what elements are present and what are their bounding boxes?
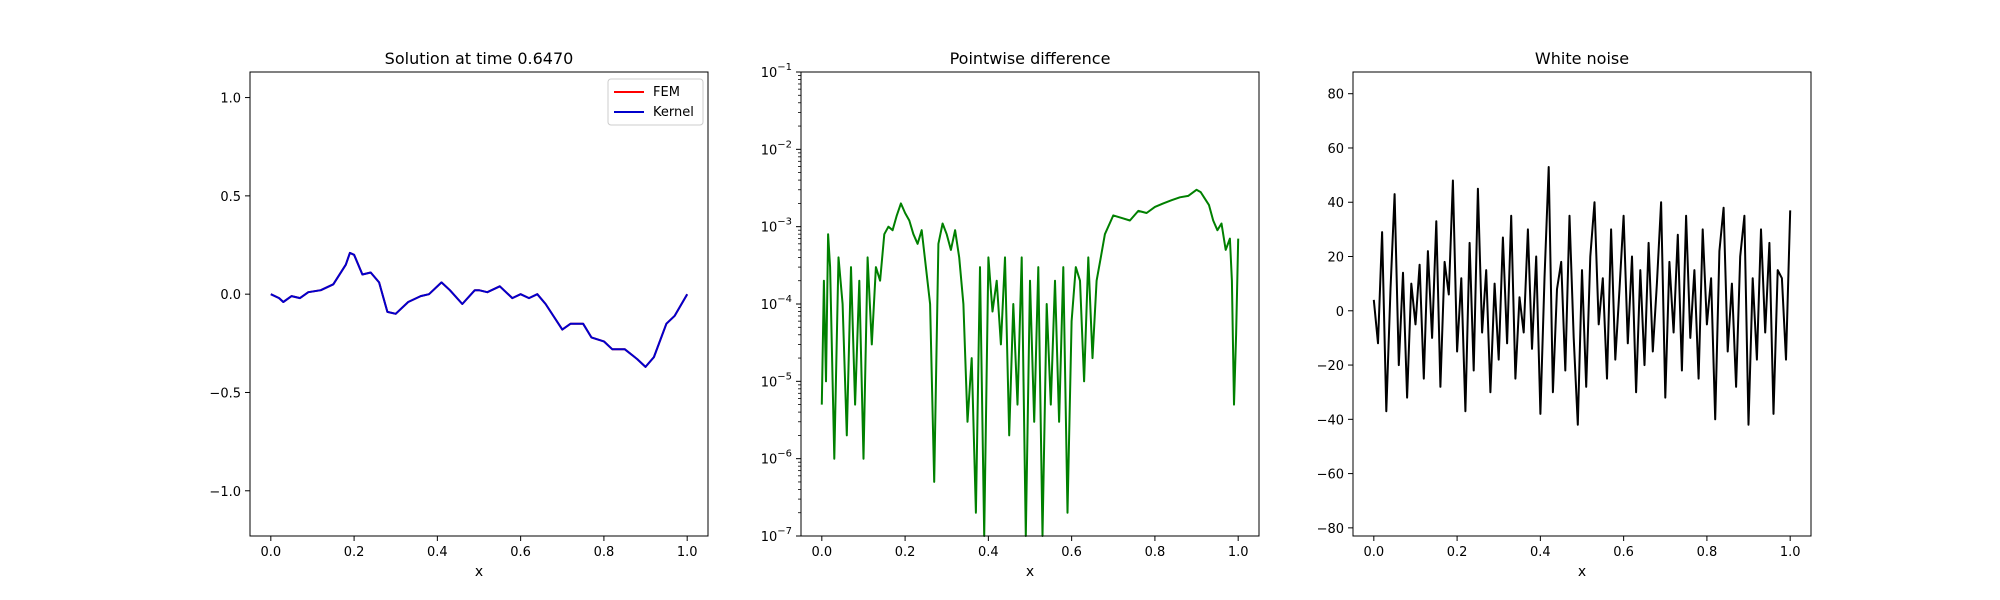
kernel-line [270,251,689,368]
legend-kernel-label: Kernel [653,105,694,120]
difference-ytick-label: 10−6 [761,449,792,468]
noise-ytick-label: −80 [1317,522,1344,537]
noise-axes-frame [1352,71,1812,537]
difference-xtick-label: 0.8 [1145,545,1166,560]
difference-xtick-label: 0.2 [895,545,916,560]
noise-ytick-label: 40 [1327,196,1344,211]
solution-ytick-label: 0.0 [220,288,241,303]
noise-xtick-label: 0.0 [1363,545,1384,560]
noise-ytick-label: 20 [1327,251,1344,266]
noise-line [1372,166,1792,426]
difference-xtick-label: 1.0 [1228,545,1249,560]
noise-ytick-label: 60 [1327,142,1344,157]
noise-xtick-label: 0.4 [1530,545,1551,560]
noise-panel: White noise 0.0 0.2 0.4 0.6 0.8 1.0 −80 −60 −40… [1317,49,1812,580]
difference-ytick-label: 10−3 [761,217,792,236]
noise-plot-area [1372,166,1792,426]
solution-xtick-label: 0.0 [260,545,281,560]
difference-ytick-label: 10−5 [761,371,792,390]
solution-xtick-label: 0.8 [594,545,615,560]
noise-xtick-label: 0.6 [1613,545,1634,560]
noise-ytick-label: −60 [1317,468,1344,483]
solution-axes-frame [249,71,709,537]
solution-xlabel: x [475,564,483,580]
difference-ytick-label: 10−1 [761,62,792,81]
solution-xtick-label: 0.2 [344,545,365,560]
solution-legend: FEM Kernel [607,78,704,126]
solution-xtick-label: 0.6 [510,545,531,560]
noise-xtick-label: 0.8 [1697,545,1718,560]
solution-ytick-label: 1.0 [220,92,241,107]
difference-y-ticks: 10−7 10−6 10−5 10−4 10−3 10−2 10−1 [761,62,801,545]
solution-xtick-label: 0.4 [427,545,448,560]
difference-x-ticks: 0.0 0.2 0.4 0.6 0.8 1.0 [811,536,1249,560]
difference-line [820,188,1240,537]
solution-xtick-label: 1.0 [677,545,698,560]
noise-ytick-label: −20 [1317,359,1344,374]
solution-ytick-label: −1.0 [209,485,241,500]
difference-ytick-label: 10−4 [761,294,792,313]
solution-y-ticks: −1.0 −0.5 0.0 0.5 1.0 [209,92,250,500]
solution-x-ticks: 0.0 0.2 0.4 0.6 0.8 1.0 [260,536,698,560]
noise-x-ticks: 0.0 0.2 0.4 0.6 0.8 1.0 [1363,536,1801,560]
noise-xtick-label: 0.2 [1447,545,1468,560]
noise-xlabel: x [1578,564,1586,580]
solution-plot-area [270,251,689,368]
noise-ytick-label: −40 [1317,413,1344,428]
difference-xtick-label: 0.6 [1061,545,1082,560]
noise-ytick-label: 80 [1327,88,1344,103]
difference-ytick-label: 10−7 [761,526,792,545]
difference-plot-area [820,188,1240,537]
difference-xtick-label: 0.0 [811,545,832,560]
legend-fem-label: FEM [653,85,680,100]
solution-panel: Solution at time 0.6470 0.0 0.2 0.4 0.6 0.8 1… [209,49,709,580]
difference-ytick-label: 10−2 [761,139,792,158]
noise-xtick-label: 1.0 [1780,545,1801,560]
noise-y-ticks: −80 −60 −40 −20 0 20 40 60 80 [1317,88,1353,537]
difference-title: Pointwise difference [950,49,1111,68]
legend-box [607,78,704,126]
solution-title: Solution at time 0.6470 [385,49,574,68]
solution-ytick-label: 0.5 [220,190,241,205]
solution-ytick-label: −0.5 [209,386,241,401]
difference-xtick-label: 0.4 [978,545,999,560]
noise-title: White noise [1535,49,1629,68]
difference-panel: Pointwise difference 0.0 0.2 0.4 0.6 0.8 1.0 … [761,49,1260,580]
difference-xlabel: x [1026,564,1034,580]
noise-ytick-label: 0 [1336,305,1344,320]
